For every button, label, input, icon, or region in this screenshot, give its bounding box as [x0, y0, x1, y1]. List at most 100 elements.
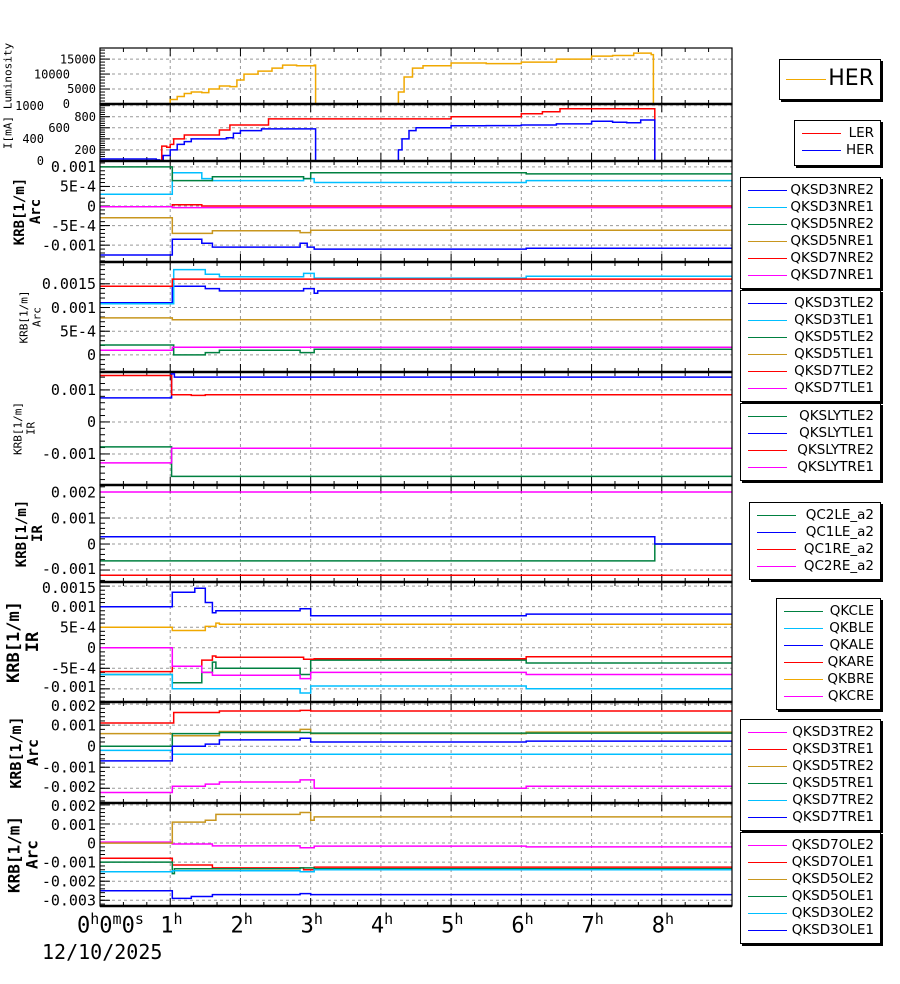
series-qksd7nre1: [100, 206, 732, 209]
y-tick-label: 0.001: [51, 381, 96, 399]
legend-label: QKSD7OLE1: [791, 854, 874, 870]
panel-frame: [99, 103, 733, 162]
legend-label: QKSLYTRE2: [797, 442, 874, 458]
legend-swatch: [748, 896, 787, 897]
legend-swatch: [748, 337, 787, 338]
y-tick-label: 5E-4: [60, 618, 96, 636]
series-qkslytle1: [100, 373, 732, 399]
legend-label: QC1RE_a2: [803, 541, 874, 557]
series-qksd5tre1: [100, 731, 732, 747]
series-qc1le-a2: [100, 536, 732, 545]
legend-panel-3: QKSD3NRE2 QKSD3NRE1 QKSD5NRE2 QKSD5NRE1 QKSD…: [740, 177, 881, 289]
legend-label: QKSLYTRE1: [797, 459, 874, 475]
legend-entry: HER: [780, 67, 880, 91]
legend-entry: QC2LE_a2: [750, 507, 880, 524]
legend-swatch: [802, 150, 841, 151]
legend-swatch: [757, 515, 796, 516]
series-qksd5ole2: [100, 811, 732, 844]
y-axis-title: KRB[1/m]: [18, 291, 31, 344]
legend-label: QKSD3NRE1: [790, 199, 874, 215]
y-axis-title: KRB[1/m]: [14, 500, 30, 567]
series-qksd5ole1: [100, 861, 732, 875]
legend-label: HER: [828, 66, 874, 91]
legend-swatch: [748, 800, 787, 801]
legend-label: QKCRE: [827, 688, 874, 704]
legend-label: QKSD3TRE2: [792, 724, 874, 740]
legend-label: QKSD5TLE1: [794, 346, 874, 362]
series-qksd5nre2: [100, 166, 732, 182]
series-group: [100, 52, 732, 104]
y-tick-label: 0.001: [51, 299, 96, 317]
x-tick-value: 3: [300, 913, 314, 939]
y-tick-label: 0: [87, 535, 96, 553]
x-origin-unit: s: [134, 910, 144, 928]
legend-swatch: [748, 845, 787, 846]
legend-entry: QKSD5TRE2: [741, 758, 880, 775]
series-qksd7tre2: [100, 749, 732, 755]
legend-label: QKSD5NRE1: [790, 233, 874, 249]
legend-entry: QC1RE_a2: [750, 541, 880, 558]
x-tick-label: 5h: [441, 910, 463, 938]
series-qkare: [100, 655, 732, 673]
x-origin-s: 0: [121, 913, 135, 939]
y-tick-label: 400: [22, 132, 44, 146]
legend-label: QKSD3TRE1: [792, 741, 874, 757]
y-tick-label: -0.002: [42, 778, 96, 796]
panel-frame: [99, 160, 733, 263]
x-tick-value: 5: [441, 913, 455, 939]
legend-swatch: [786, 79, 826, 80]
legend-label: QKSD7TRE2: [792, 792, 874, 808]
legend-entry: QKSLYTLE2: [741, 408, 880, 425]
y-tick-label: -0.002: [42, 872, 96, 890]
y-axis-title: Arc: [31, 307, 44, 327]
x-tick-unit: h: [313, 910, 323, 928]
legend-panel-1: HER: [779, 59, 881, 100]
legend-entry: QKCRE: [777, 688, 880, 705]
y-tick-label: 0: [87, 413, 96, 431]
y-tick-label: 0.001: [51, 816, 96, 834]
y-tick-label: -0.001: [42, 236, 96, 254]
series-her: [100, 52, 732, 104]
series-qkbre: [100, 622, 732, 632]
legend-label: QKSD5OLE2: [791, 871, 874, 887]
y-tick-label: 5E-4: [60, 322, 96, 340]
legend-swatch: [757, 549, 796, 550]
series-qksd7ole2: [100, 841, 732, 849]
series-group: [100, 709, 732, 794]
legend-swatch: [748, 433, 787, 434]
y-tick-label: 0: [87, 639, 96, 657]
legend-panel-8: QKSD3TRE2 QKSD3TRE1 QKSD5TRE2 QKSD5TRE1 QKSD…: [740, 719, 881, 831]
panel-3: 0.001 5E-40 -5E-4-0.001 KRB[1/m] Arc: [12, 158, 733, 264]
legend-entry: QKSD3NRE2: [741, 182, 880, 199]
legend-label: QKBRE: [827, 671, 874, 687]
legend-label: QKSD3NRE2: [790, 182, 874, 198]
series-qksd5tle1: [100, 317, 732, 321]
series-qksd7nre2: [100, 204, 732, 208]
legend-swatch: [784, 662, 823, 663]
legend-label: QKSD7OLE2: [791, 837, 874, 853]
series-group: [100, 811, 732, 900]
legend-entry: QKBRE: [777, 671, 880, 688]
legend-entry: QKSD7TRE1: [741, 809, 880, 826]
series-qksd7tle1: [100, 346, 732, 351]
legend-entry: QKSD7NRE1: [741, 267, 880, 284]
legend-label: HER: [845, 142, 874, 158]
legend-entry: QKSLYTRE1: [741, 459, 880, 476]
y-tick-label: -0.001: [42, 758, 96, 776]
legend-swatch: [784, 696, 823, 697]
x-origin-label: 0h0m0s: [77, 910, 144, 938]
y-tick-label: 0: [63, 97, 70, 111]
y-tick-label: -0.001: [42, 853, 96, 871]
legend-swatch: [748, 467, 787, 468]
series-qkslytre2: [100, 374, 732, 397]
y-tick-label: 0.002: [51, 483, 96, 501]
x-tick-value: 4: [370, 913, 385, 939]
y-tick-label: 0.002: [51, 797, 96, 815]
legend-label: QKSD3TLE1: [794, 312, 874, 328]
series-qksd7tle2: [100, 278, 732, 287]
legend-entry: HER: [795, 142, 880, 159]
x-tick-value: 6: [511, 913, 525, 939]
